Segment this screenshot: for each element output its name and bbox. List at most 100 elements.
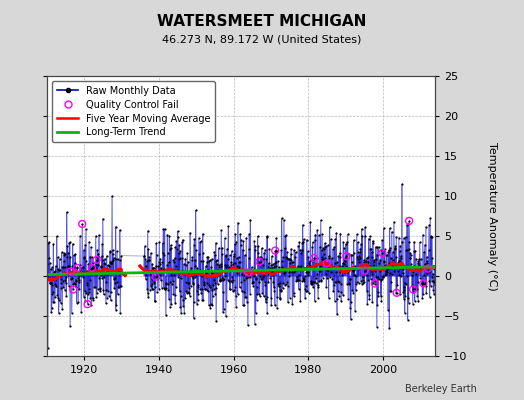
Point [152,263,160,270]
Point [389,257,397,263]
Point [276,280,284,286]
Point [267,302,276,309]
Point [424,247,433,254]
Point [184,285,193,291]
Point [394,260,402,266]
Point [328,264,336,270]
Point [393,282,401,288]
Point [376,265,385,272]
Point [184,271,193,278]
Point [272,248,281,254]
Point [360,256,368,263]
Point [199,297,208,303]
Point [75,273,84,280]
Point [324,294,333,301]
Point [179,270,188,276]
Point [339,260,347,266]
Point [323,267,332,273]
Point [294,277,302,284]
Point [286,256,294,262]
Point [169,272,178,278]
Point [377,247,385,253]
Point [173,228,182,234]
Point [321,240,329,246]
Point [143,267,151,274]
Point [271,247,279,254]
Point [160,225,169,232]
Point [270,260,279,266]
Point [317,277,325,284]
Point [269,279,278,285]
Point [253,233,261,240]
Point [178,255,186,261]
Point [341,254,350,261]
Point [66,271,74,277]
Point [149,264,157,271]
Point [292,278,300,284]
Point [47,280,55,286]
Point [354,239,362,246]
Point [353,256,362,262]
Point [189,274,198,281]
Point [271,263,280,269]
Point [65,263,73,269]
Point [323,242,332,248]
Point [197,290,205,296]
Point [140,253,148,259]
Point [179,296,187,303]
Point [277,287,286,293]
Point [407,251,415,258]
Point [179,236,187,243]
Point [237,288,246,294]
Point [312,275,320,282]
Point [157,269,166,275]
Point [329,246,337,252]
Point [88,254,96,261]
Point [379,225,388,232]
Point [328,255,336,262]
Point [201,286,209,292]
Point [194,282,202,288]
Point [373,302,381,308]
Point [336,269,344,276]
Point [107,260,116,266]
Point [50,269,58,275]
Point [220,268,228,274]
Point [334,288,342,294]
Point [88,265,96,271]
Point [416,275,424,281]
Point [144,246,152,252]
Point [61,264,69,270]
Point [396,243,405,249]
Point [401,279,409,286]
Point [147,250,155,256]
Point [141,256,149,262]
Point [105,262,114,269]
Point [330,298,339,304]
Point [226,278,235,284]
Point [285,269,293,276]
Point [116,310,125,316]
Point [331,236,340,242]
Point [250,273,258,280]
Point [347,299,355,305]
Point [48,291,56,297]
Point [152,272,161,279]
Point [259,274,267,281]
Point [423,254,431,260]
Point [289,264,297,270]
Point [113,279,121,286]
Point [382,252,390,259]
Point [46,280,54,286]
Point [243,298,251,305]
Point [99,215,107,222]
Point [261,296,270,303]
Point [221,252,230,258]
Point [247,268,255,274]
Point [70,264,79,270]
Point [97,263,105,270]
Point [281,232,290,239]
Point [104,262,112,268]
Point [368,254,376,260]
Point [291,267,300,274]
